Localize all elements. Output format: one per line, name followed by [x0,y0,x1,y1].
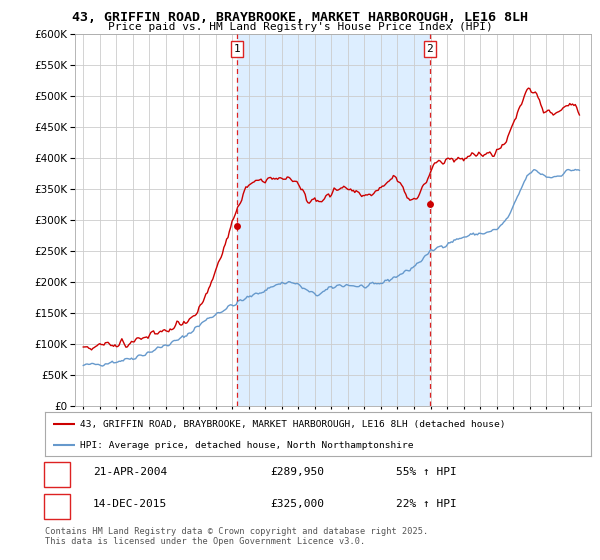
Text: 2: 2 [53,497,61,511]
Text: Price paid vs. HM Land Registry's House Price Index (HPI): Price paid vs. HM Land Registry's House … [107,22,493,32]
Text: 43, GRIFFIN ROAD, BRAYBROOKE, MARKET HARBOROUGH, LE16 8LH: 43, GRIFFIN ROAD, BRAYBROOKE, MARKET HAR… [72,11,528,24]
Text: £289,950: £289,950 [270,466,324,477]
Text: 21-APR-2004: 21-APR-2004 [93,466,167,477]
Text: 55% ↑ HPI: 55% ↑ HPI [396,466,457,477]
Text: £325,000: £325,000 [270,499,324,509]
Text: HPI: Average price, detached house, North Northamptonshire: HPI: Average price, detached house, Nort… [80,441,414,450]
Text: 43, GRIFFIN ROAD, BRAYBROOKE, MARKET HARBOROUGH, LE16 8LH (detached house): 43, GRIFFIN ROAD, BRAYBROOKE, MARKET HAR… [80,419,506,428]
Text: Contains HM Land Registry data © Crown copyright and database right 2025.
This d: Contains HM Land Registry data © Crown c… [45,526,428,546]
Text: 22% ↑ HPI: 22% ↑ HPI [396,499,457,509]
Text: 1: 1 [53,465,61,478]
Bar [237,34,430,406]
Text: 14-DEC-2015: 14-DEC-2015 [93,499,167,509]
Text: 1: 1 [234,44,241,54]
Text: 2: 2 [427,44,433,54]
